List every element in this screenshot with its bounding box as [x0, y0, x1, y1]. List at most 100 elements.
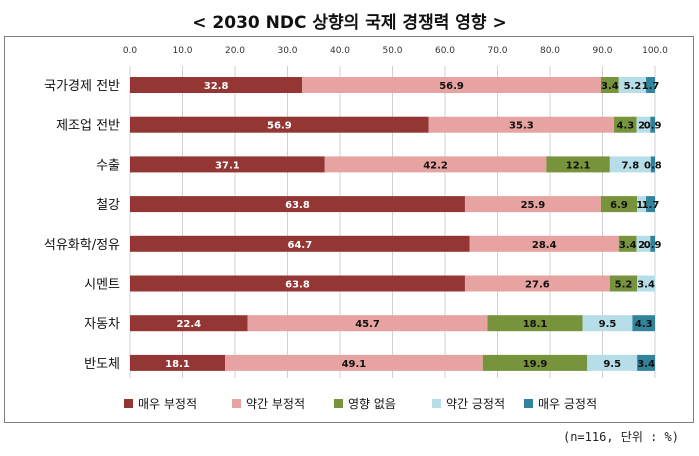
data-label: 56.9: [267, 121, 292, 132]
bar-segment: [130, 275, 465, 292]
bar-segment: [587, 354, 638, 371]
bar-segment: [609, 156, 651, 173]
bar-segment: [618, 77, 647, 93]
data-label: 1.7: [642, 200, 660, 211]
legend-swatch: [524, 399, 533, 408]
bar-segment: [302, 77, 601, 93]
data-label: 1.: [636, 200, 647, 211]
category-label: 철강: [96, 198, 120, 213]
legend-swatch: [334, 399, 343, 408]
bar-segment: [130, 77, 303, 93]
data-label: 64.7: [287, 240, 312, 251]
data-label: 19.9: [523, 359, 548, 370]
bar-segment: [637, 275, 655, 292]
data-label: 5.2: [624, 81, 642, 92]
bar-segment: [636, 235, 651, 252]
data-label: 9.5: [603, 359, 621, 370]
category-label: 반도체: [84, 357, 120, 372]
bar-segment: [469, 235, 619, 252]
data-label: 63.8: [285, 280, 310, 291]
bar-segment: [130, 354, 226, 371]
bar-segment: [600, 77, 619, 93]
bar-segment: [650, 235, 655, 252]
x-tick-label: 0.0: [123, 46, 138, 56]
data-label: 12.1: [566, 160, 591, 171]
data-label: 4.3: [616, 121, 634, 132]
bar-segment: [428, 116, 615, 133]
category-label: 석유화학/정유: [44, 238, 120, 253]
x-tick-label: 70.0: [487, 46, 507, 56]
x-tick-label: 10.0: [172, 46, 192, 56]
sample-note: (n=116, 단위 : %): [562, 430, 679, 444]
x-tick-label: 50.0: [382, 46, 402, 56]
x-tick-label: 80.0: [540, 46, 560, 56]
legend-label: 매우 긍정적: [538, 397, 597, 411]
chart-title: < 2030 NDC 상향의 국제 경쟁력 영향 >: [192, 13, 507, 33]
bar-segment: [618, 235, 637, 252]
data-label: 1.7: [642, 81, 660, 92]
bar-segment: [130, 315, 248, 332]
bar-segment: [247, 315, 488, 332]
category-label: 수출: [96, 158, 120, 173]
x-tick-label: 30.0: [277, 46, 297, 56]
bar-segment: [225, 354, 483, 371]
bar-segment: [487, 315, 583, 332]
data-label: 42.2: [423, 160, 448, 171]
legend-label: 매우 부정적: [138, 397, 197, 411]
legend-swatch: [232, 399, 241, 408]
data-label: 37.1: [215, 160, 240, 171]
bar-segment: [130, 235, 470, 252]
category-label: 시멘트: [84, 278, 120, 293]
data-label: 2.: [638, 240, 649, 251]
bar-segment: [464, 275, 610, 292]
legend-swatch: [124, 399, 133, 408]
bar-segment: [600, 196, 638, 213]
x-tick-label: 90.0: [592, 46, 612, 56]
data-label: 18.1: [165, 359, 190, 370]
data-label: 2.: [638, 121, 649, 132]
data-label: 0.9: [644, 240, 662, 251]
category-label: 제조업 전반: [56, 119, 120, 134]
data-label: 3.4: [637, 359, 655, 370]
data-label: 5.2: [615, 280, 633, 291]
bar-segment: [464, 196, 601, 213]
x-tick-label: 20.0: [225, 46, 245, 56]
bar-segment: [614, 116, 637, 133]
data-label: 9.5: [599, 319, 617, 330]
legend-label: 약간 부정적: [246, 396, 305, 411]
bar-segment: [632, 315, 655, 332]
bar-segment: [650, 156, 655, 173]
bar-segment: [646, 77, 655, 93]
data-label: 3.4: [637, 280, 655, 291]
bar-segment: [482, 354, 588, 371]
category-label: 국가경제 전반: [44, 79, 120, 94]
data-label: 27.6: [525, 280, 550, 291]
data-label: 28.4: [532, 240, 557, 251]
bar-segment: [582, 315, 633, 332]
data-label: 49.1: [342, 359, 367, 370]
bar-segment: [637, 196, 647, 213]
data-label: 35.3: [509, 121, 534, 132]
legend-label: 약간 긍정적: [446, 396, 505, 411]
data-label: 3.4: [601, 81, 619, 92]
data-label: 22.4: [176, 319, 201, 330]
x-tick-label: 100.0: [642, 46, 668, 56]
data-label: 7.8: [621, 160, 639, 171]
x-tick-label: 40.0: [330, 46, 350, 56]
bar-segment: [130, 156, 325, 173]
category-label: 자동차: [84, 317, 120, 332]
data-label: 18.1: [523, 319, 548, 330]
bar-segment: [650, 116, 655, 133]
bar-segment: [324, 156, 547, 173]
data-label: 56.9: [439, 81, 464, 92]
bar-segment: [637, 354, 655, 371]
legend-label: 영향 없음: [348, 397, 396, 411]
data-label: 25.9: [521, 200, 546, 211]
bar-segment: [546, 156, 610, 173]
bar-segment: [636, 116, 651, 133]
bar-segment: [609, 275, 638, 292]
bar-segment: [646, 196, 655, 213]
legend-swatch: [432, 399, 441, 408]
data-label: 45.7: [355, 319, 380, 330]
